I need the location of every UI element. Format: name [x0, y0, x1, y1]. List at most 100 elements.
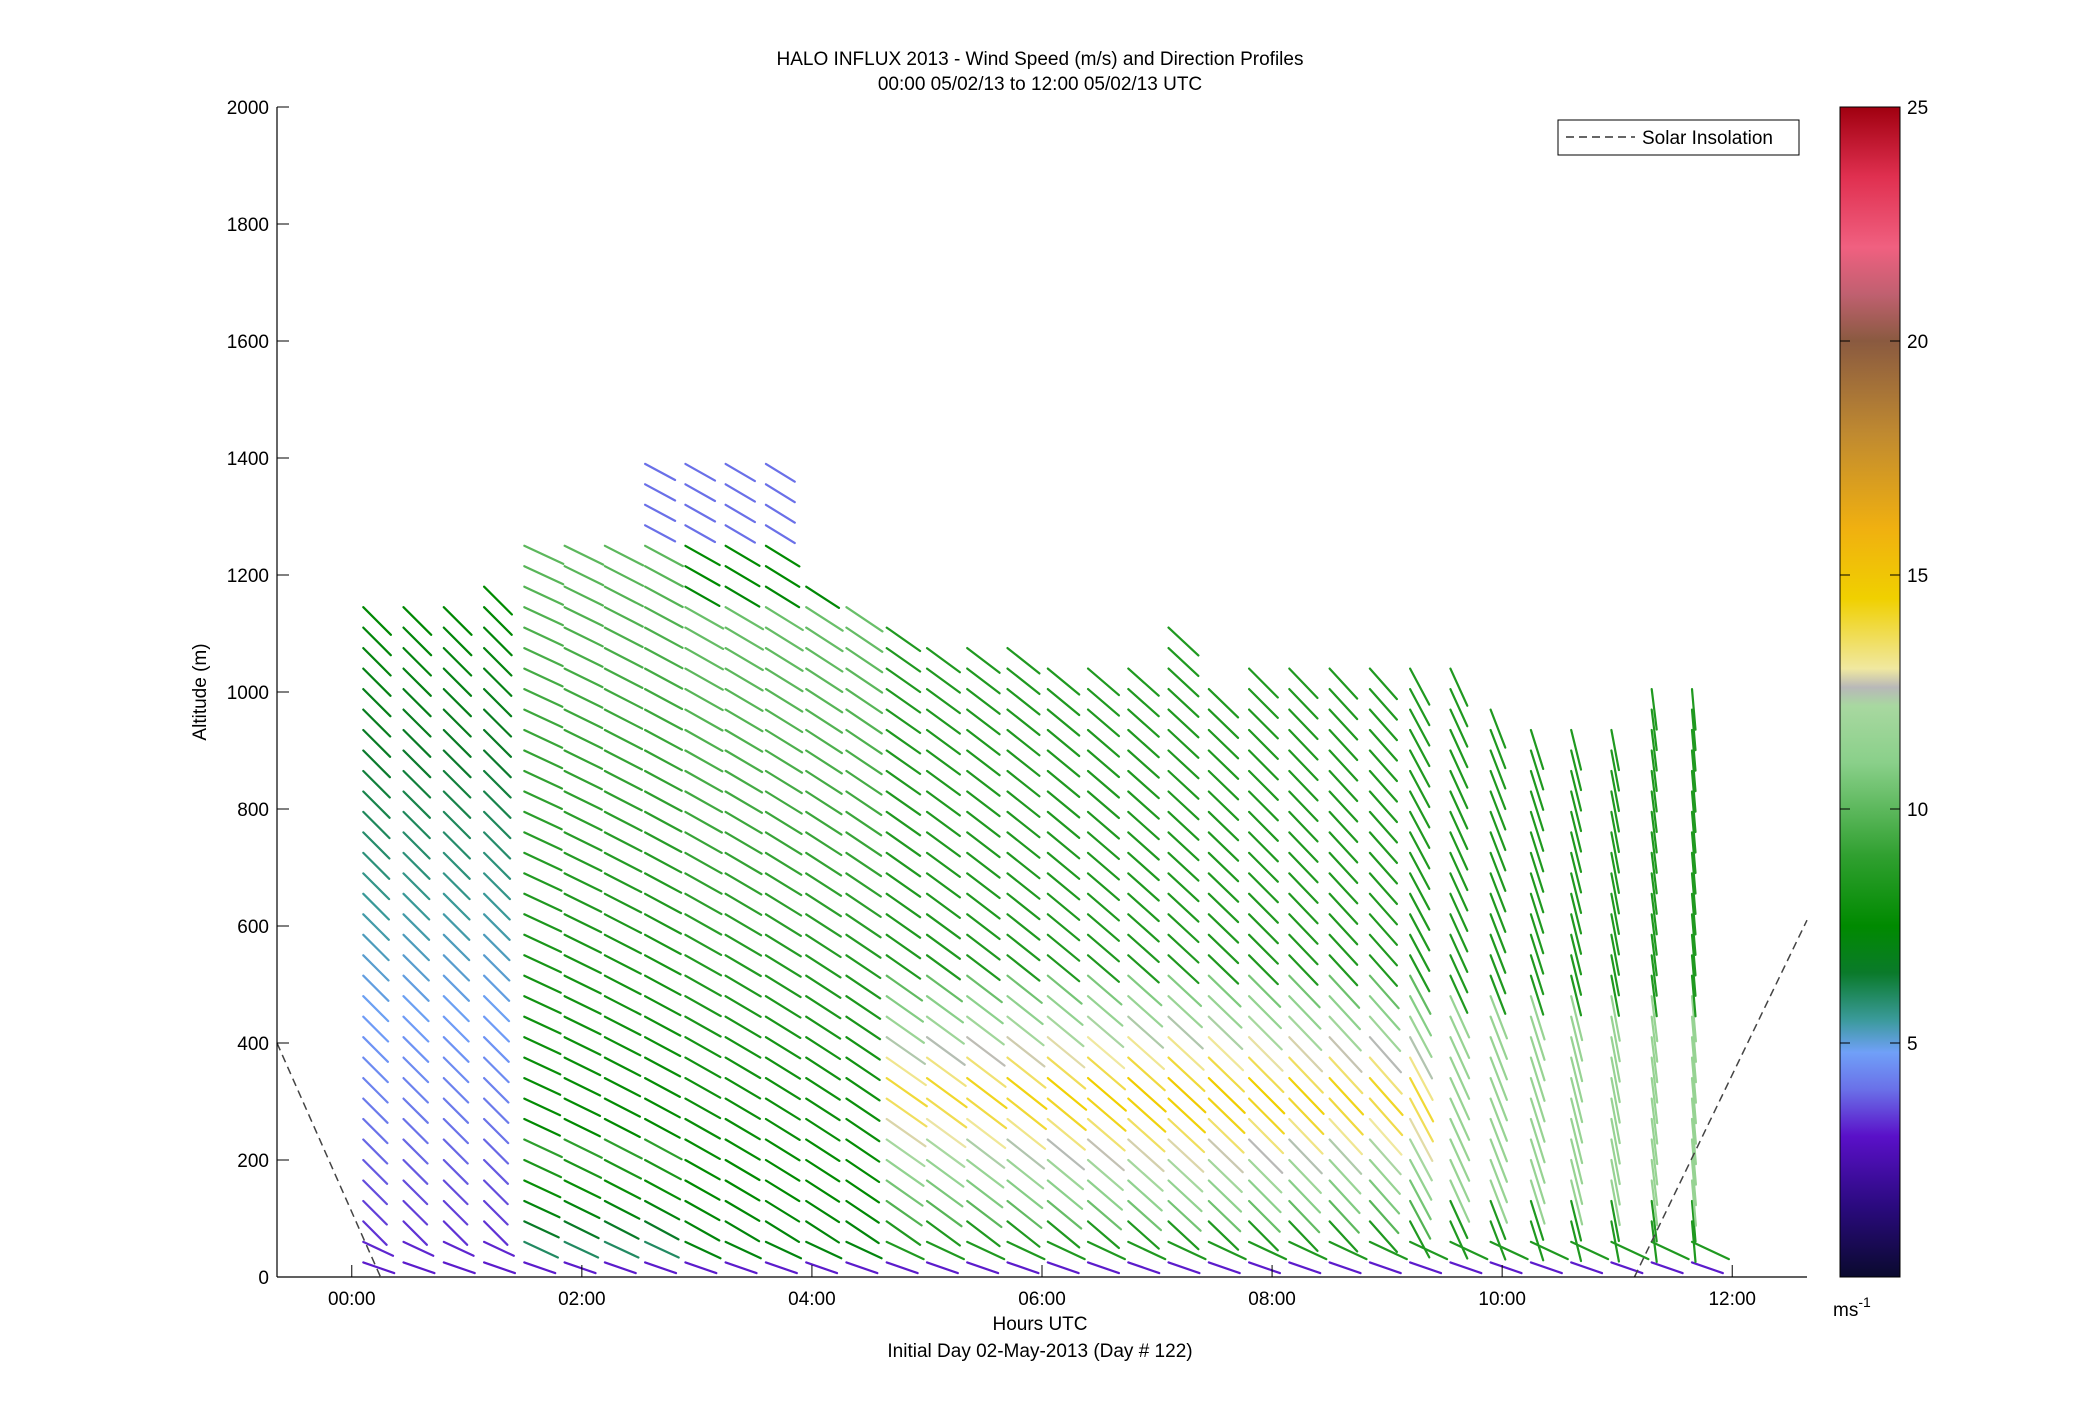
wind-barb — [442, 749, 472, 779]
wind-barb — [1086, 933, 1121, 963]
wind-barb — [724, 1138, 761, 1161]
wind-barb — [1046, 913, 1081, 942]
wind-barb — [1207, 1179, 1243, 1213]
wind-barb — [442, 667, 473, 697]
wind-barb — [603, 1036, 642, 1057]
wind-barb — [1167, 1158, 1204, 1193]
wind-barb — [805, 1261, 839, 1275]
wind-barb — [1690, 933, 1697, 977]
wind-barb — [1046, 1036, 1086, 1069]
wind-barb — [1247, 1015, 1283, 1051]
wind-barb — [1368, 851, 1399, 885]
wind-barb — [684, 872, 723, 895]
wind-barb — [643, 1117, 681, 1139]
wind-barbs — [362, 462, 1731, 1275]
wind-barb — [885, 790, 922, 816]
wind-barb — [1006, 933, 1041, 962]
wind-barb — [1247, 1097, 1285, 1135]
wind-barb — [1529, 810, 1545, 852]
wind-barb — [1127, 872, 1160, 902]
wind-barb — [1690, 995, 1698, 1043]
wind-barb — [684, 769, 724, 793]
wind-barb — [925, 1261, 959, 1275]
wind-barb — [402, 1240, 435, 1257]
wind-barb — [1449, 1076, 1471, 1121]
wind-barb — [1207, 974, 1242, 1008]
wind-barb — [1408, 1220, 1431, 1259]
wind-barb — [1650, 708, 1658, 752]
wind-barb — [1529, 872, 1545, 914]
wind-barb — [966, 995, 1004, 1025]
wind-barb — [1690, 1056, 1698, 1104]
wind-barb — [1449, 1117, 1471, 1162]
wind-barb — [1288, 1076, 1325, 1116]
wind-barb — [563, 1179, 602, 1200]
wind-barb — [1368, 1138, 1402, 1176]
wind-barb — [402, 892, 431, 921]
wind-barb — [925, 1240, 966, 1261]
wind-barb — [845, 1138, 881, 1163]
wind-barb — [925, 974, 964, 1003]
wind-barb — [1086, 851, 1121, 881]
wind-barb — [925, 687, 962, 715]
wind-barb — [1368, 708, 1399, 742]
wind-barb — [1328, 1199, 1360, 1234]
wind-barb — [1247, 851, 1279, 883]
wind-barb — [402, 1179, 429, 1206]
wind-barb — [724, 749, 764, 774]
wind-barb — [1006, 687, 1041, 716]
wind-barb — [362, 667, 392, 697]
wind-barb — [1086, 810, 1121, 840]
wind-barb — [362, 1240, 395, 1257]
wind-barb — [523, 790, 564, 811]
wind-barb — [603, 728, 644, 751]
wind-barb — [1046, 974, 1083, 1005]
wind-barb — [643, 1036, 682, 1058]
wind-barb — [925, 1179, 964, 1208]
wind-barb — [1368, 1199, 1400, 1235]
wind-barb — [1167, 1220, 1200, 1251]
wind-barb — [885, 1220, 922, 1246]
wind-barb — [764, 831, 803, 856]
wind-barb — [523, 851, 563, 872]
wind-barb — [1207, 687, 1240, 719]
wind-barb — [1207, 1158, 1243, 1194]
wind-barb — [724, 1179, 761, 1202]
wind-barb — [684, 954, 723, 977]
wind-barb — [1046, 810, 1081, 840]
wind-barb — [563, 995, 602, 1015]
wind-barb — [1489, 1138, 1509, 1183]
wind-barb — [1449, 769, 1469, 810]
wind-barb — [1247, 892, 1279, 924]
wind-barb — [966, 892, 1001, 920]
wind-barb — [1650, 810, 1658, 854]
wind-barb — [1127, 913, 1160, 943]
x-tick-label: 08:00 — [1248, 1289, 1296, 1310]
wind-barb — [684, 995, 722, 1018]
wind-barb — [1328, 995, 1362, 1031]
wind-barb — [1449, 892, 1469, 933]
wind-barb — [442, 626, 473, 657]
wind-barb — [1570, 851, 1583, 894]
wind-barb — [1247, 974, 1282, 1008]
wind-barb — [1207, 1138, 1244, 1174]
x-axis-note: Initial Day 02-May-2013 (Day # 122) — [887, 1341, 1192, 1362]
wind-barb — [1288, 1220, 1319, 1253]
wind-barb — [1247, 1036, 1284, 1072]
wind-barb — [764, 1036, 802, 1060]
wind-barb — [442, 913, 471, 941]
wind-barb — [523, 1015, 562, 1035]
wind-barb — [643, 1015, 682, 1037]
wind-barb — [402, 954, 430, 982]
wind-barb — [845, 1240, 883, 1260]
wind-barb — [684, 851, 723, 875]
wind-barb — [483, 1158, 509, 1185]
wind-barb — [362, 974, 390, 1002]
wind-barb — [966, 1158, 1005, 1189]
wind-barb — [805, 708, 844, 734]
y-tick-label: 2000 — [227, 98, 269, 119]
wind-barb — [805, 626, 844, 653]
wind-barb — [1368, 831, 1399, 865]
colorbar-tick-label: 5 — [1907, 1034, 1918, 1055]
wind-barb — [563, 606, 604, 628]
